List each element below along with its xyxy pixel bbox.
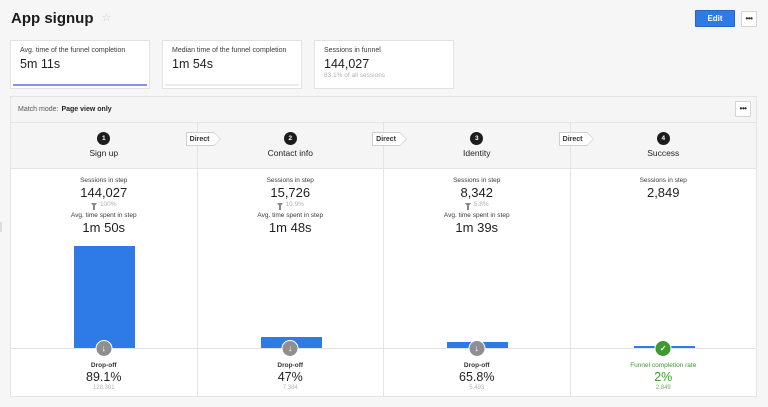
drop-off-indicator[interactable]: ↓ [95, 340, 113, 357]
conversion-pct: 100% [11, 200, 197, 210]
time-label: Avg. time spent in step [257, 212, 324, 219]
sessions-label: Sessions in step [453, 177, 501, 184]
completion-indicator[interactable]: ✓ [654, 340, 672, 357]
completion-rate-value: 2% [654, 370, 673, 384]
step-header: 2 Contact info Direct [197, 123, 407, 169]
step-header: 4 Success [570, 123, 756, 169]
step-name: Contact info [267, 148, 313, 158]
sessions-value: 2,849 [646, 185, 680, 200]
step-number-badge: 3 [470, 132, 484, 145]
kpi-label: Median time of the funnel completion [172, 47, 287, 54]
completion-count: 2,849 [655, 385, 671, 391]
conversion-pct-value: 5.8% [473, 201, 489, 208]
step-connector: Direct [185, 132, 221, 146]
step-footer: Drop-off 47% 7,384 [198, 349, 384, 392]
dropoff-label: Drop-off [90, 362, 117, 369]
match-mode-value[interactable]: Page view only [61, 106, 112, 113]
step-connector: Direct [558, 132, 594, 146]
step-number-badge: 2 [283, 132, 297, 145]
kpi-subtext: 83.1% of all sessions [324, 72, 386, 79]
funnel-steps: 1 Sign up Direct Sessions in step 144,02… [11, 123, 756, 396]
sessions-value: 8,342 [460, 185, 494, 200]
step-footer: Funnel completion rate 2% 2,849 [571, 349, 757, 392]
step-footer: Drop-off 89.1% 128,301 [11, 349, 197, 392]
step-body: Sessions in step 8,342 5.8% Avg. time sp… [384, 169, 570, 357]
sessions-value: 144,027 [80, 185, 128, 200]
sessions-label: Sessions in step [266, 177, 314, 184]
step-header: 3 Identity Direct [384, 123, 594, 169]
dropoff-count: 128,301 [92, 385, 115, 391]
dropoff-label: Drop-off [277, 362, 304, 369]
edit-button[interactable]: Edit [695, 10, 735, 27]
kpi-value: 144,027 [324, 57, 370, 71]
step-name: Success [647, 148, 680, 158]
completion-rate-label: Funnel completion rate [630, 362, 697, 369]
dropoff-count: 5,493 [469, 385, 485, 391]
step-number-badge: 1 [97, 132, 111, 145]
time-value: 1m 50s [82, 220, 126, 235]
page-title: App signup [11, 9, 94, 27]
dropoff-value: 65.8% [459, 370, 495, 384]
conversion-pct-value: 100% [99, 201, 117, 208]
funnel-icon [276, 202, 283, 210]
kpi-value: 5m 11s [20, 57, 61, 71]
step-bar[interactable] [74, 246, 135, 348]
funnel-icon [90, 202, 97, 210]
checkmark-icon: ✓ [659, 343, 667, 353]
arrow-down-icon: ↓ [101, 343, 107, 353]
step-number-badge: 4 [656, 132, 670, 145]
step-body: Sessions in step 144,027 100% Avg. time … [11, 169, 197, 357]
step-name: Sign up [89, 148, 119, 158]
star-outline-icon[interactable]: ☆ [101, 11, 112, 24]
kpi-label: Avg. time of the funnel completion [20, 47, 126, 54]
step-body: Sessions in step 2,849 ✓ [570, 169, 756, 357]
funnel-step-1: 1 Sign up Direct Sessions in step 144,02… [11, 123, 221, 396]
dropoff-value: 89.1% [86, 370, 122, 384]
funnel-step-2: 2 Contact info Direct Sessions in step 1… [197, 123, 407, 396]
title-row: App signup ☆ [11, 8, 111, 28]
sessions-label: Sessions in step [80, 177, 128, 184]
sessions-label: Sessions in step [639, 177, 687, 184]
time-label: Avg. time spent in step [443, 212, 510, 219]
conversion-pct-value: 10.9% [285, 201, 304, 208]
match-mode-label: Match mode: [18, 106, 59, 113]
kpi-card-median-time[interactable]: Median time of the funnel completion 1m … [162, 40, 302, 89]
kpi-value: 1m 54s [172, 57, 213, 71]
time-label: Avg. time spent in step [70, 212, 137, 219]
conversion-pct: 10.9% [198, 200, 384, 210]
more-options-button[interactable]: ••• [741, 11, 757, 27]
kpi-card-sessions[interactable]: Sessions in funnel 144,027 83.1% of all … [314, 40, 454, 89]
step-name: Identity [463, 148, 491, 158]
kpi-label: Sessions in funnel [324, 47, 381, 54]
drop-off-indicator[interactable]: ↓ [281, 340, 299, 357]
conversion-pct: 5.8% [384, 200, 570, 210]
funnel-panel: Match mode: Page view only 1 Sign up Dir… [10, 96, 757, 397]
step-body: Sessions in step 15,726 10.9% Avg. time … [197, 169, 384, 357]
dropoff-value: 47% [277, 370, 303, 384]
dropoff-count: 7,384 [282, 385, 298, 391]
time-value: 1m 48s [268, 220, 312, 235]
card-underline [165, 84, 299, 86]
kpi-card-avg-time[interactable]: Avg. time of the funnel completion 5m 11… [10, 40, 150, 89]
funnel-step-4: 4 Success Sessions in step 2,849 ✓ Funne… [570, 123, 757, 396]
funnel-icon [464, 202, 471, 210]
arrow-down-icon: ↓ [288, 343, 293, 353]
panel-more-options-button[interactable]: ••• [735, 101, 751, 117]
edge-handle [0, 222, 2, 232]
selected-indicator [13, 84, 147, 86]
step-connector: Direct [372, 132, 407, 146]
step-footer: Drop-off 65.8% 5,493 [384, 349, 570, 392]
drop-off-indicator[interactable]: ↓ [468, 340, 486, 357]
dropoff-label: Drop-off [463, 362, 490, 369]
arrow-down-icon: ↓ [474, 343, 480, 353]
time-value: 1m 39s [455, 220, 499, 235]
funnel-step-3: 3 Identity Direct Sessions in step 8,342… [384, 123, 594, 396]
sessions-value: 15,726 [270, 185, 311, 200]
step-header: 1 Sign up Direct [11, 123, 221, 169]
match-mode-bar: Match mode: Page view only [11, 97, 756, 123]
